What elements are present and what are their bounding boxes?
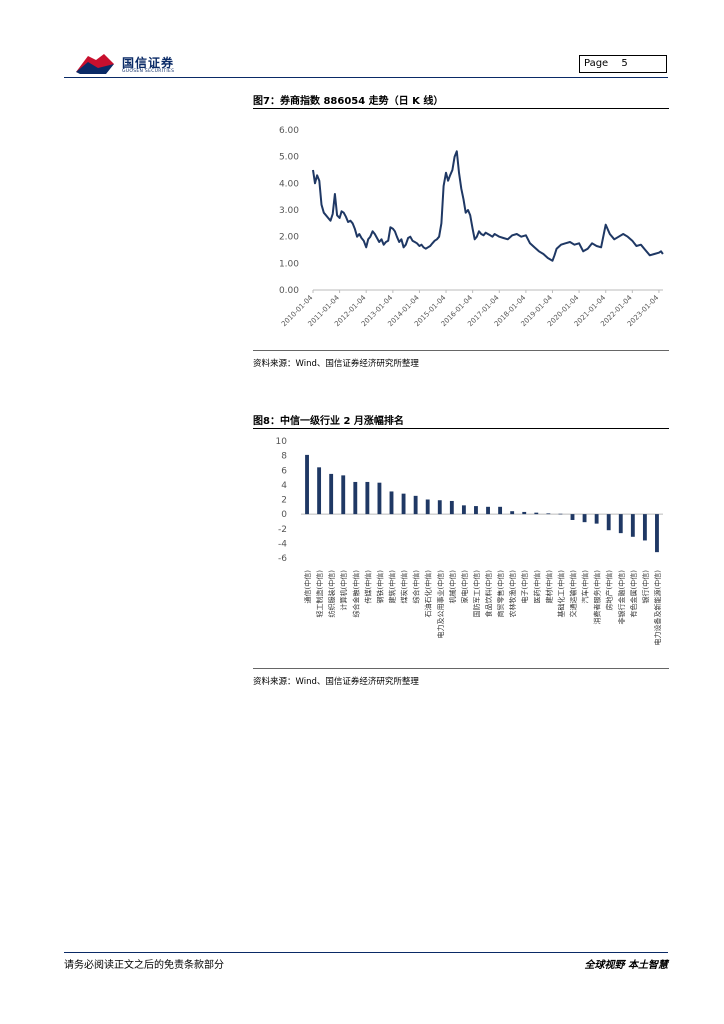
category-label: 纺织服装(中信) xyxy=(327,570,336,618)
fig7-top-rule xyxy=(253,108,669,109)
bar xyxy=(618,514,623,534)
fig7-line-chart: 6.005.004.003.002.001.000.002010-01-0420… xyxy=(279,126,664,328)
page-number: 5 xyxy=(621,58,628,69)
bar xyxy=(305,454,309,515)
category-label: 商贸零售(中信) xyxy=(496,570,505,618)
fig8-source: 资料来源：Wind、国信证券经济研究所整理 xyxy=(253,677,419,687)
bar xyxy=(341,475,346,515)
fig8-title: 图8：中信一级行业 2 月涨幅排名 xyxy=(253,416,404,427)
category-label: 电力设备及新能源(中信) xyxy=(653,570,662,646)
bar xyxy=(486,506,490,515)
y-tick-label: -6 xyxy=(278,554,287,564)
category-label: 钢铁(中信) xyxy=(375,570,384,604)
category-label: 非银行金融(中信) xyxy=(617,570,626,625)
category-label: 国防军工(中信) xyxy=(472,570,481,618)
bar xyxy=(474,506,478,515)
category-label: 综合金融(中信) xyxy=(351,570,360,618)
category-label: 家电(中信) xyxy=(460,570,469,604)
fig8-bar-chart: 10 8 6 4 2 0 -2 -4 -6 通信(中信) 轻工制造(中信) 纺织服装(中信) 计算机(中… xyxy=(276,437,663,646)
category-label: 建材(中信) xyxy=(544,570,553,604)
bar xyxy=(353,481,358,515)
category-label: 传媒(中信) xyxy=(363,570,372,604)
category-label: 医药(中信) xyxy=(532,570,541,604)
category-label: 建筑(中信) xyxy=(388,570,397,604)
category-label: 交通运输(中信) xyxy=(569,570,578,618)
bar xyxy=(510,511,515,515)
category-label: 农林牧渔(中信) xyxy=(508,570,517,618)
category-label: 电力及公用事业(中信) xyxy=(436,570,445,639)
index-line-series xyxy=(312,150,664,262)
bar xyxy=(630,514,635,537)
y-tick-label: -2 xyxy=(278,525,287,535)
y-tick-label: 0 xyxy=(281,510,287,520)
category-label: 食品饮料(中信) xyxy=(484,570,493,618)
bar xyxy=(389,491,394,515)
y-tick-label: 4.00 xyxy=(279,179,299,189)
footer-rule xyxy=(64,952,668,953)
category-label: 石油石化(中信) xyxy=(424,570,433,618)
bar xyxy=(642,514,647,541)
y-tick-label: 8 xyxy=(281,452,287,462)
y-tick-label: 3.00 xyxy=(279,206,299,216)
category-label: 有色金属(中信) xyxy=(629,570,638,618)
header-rule xyxy=(64,77,668,78)
bar xyxy=(449,500,454,515)
brand-name-cn: 国信证券 xyxy=(122,56,175,70)
bar xyxy=(377,482,382,515)
y-tick-label: -4 xyxy=(278,539,287,549)
y-tick-label: 1.00 xyxy=(279,259,299,269)
bar xyxy=(558,513,563,515)
bar xyxy=(522,511,527,515)
bar xyxy=(594,514,599,524)
bar xyxy=(606,514,611,531)
y-tick-label: 0.00 xyxy=(279,286,299,296)
category-label: 煤炭(中信) xyxy=(400,570,409,604)
bar xyxy=(425,499,430,515)
category-label: 综合(中信) xyxy=(412,570,421,604)
bar xyxy=(413,495,418,515)
fig8-bottom-rule xyxy=(253,668,669,669)
category-label: 计算机(中信) xyxy=(339,570,348,611)
bar xyxy=(317,467,322,515)
fig7-source: 资料来源：Wind、国信证券经济研究所整理 xyxy=(253,359,419,369)
fig8-top-rule xyxy=(253,428,669,429)
fig7-bottom-rule xyxy=(253,350,669,351)
category-label: 机械(中信) xyxy=(448,570,457,604)
category-label: 通信(中信) xyxy=(303,570,312,604)
brand-name-en: GUOSEN SECURITIES xyxy=(122,69,175,74)
fig7-title: 图7：券商指数 886054 走势（日 K 线） xyxy=(253,96,444,107)
category-label: 汽车(中信) xyxy=(581,570,590,604)
y-tick-label: 2.00 xyxy=(279,233,299,243)
bar xyxy=(570,514,575,520)
bar xyxy=(655,514,659,553)
category-label: 电子(中信) xyxy=(520,570,529,604)
category-label: 轻工制造(中信) xyxy=(315,570,324,618)
bar xyxy=(498,506,503,515)
y-tick-label: 6.00 xyxy=(279,126,299,136)
bar xyxy=(546,513,551,515)
y-tick-label: 2 xyxy=(281,496,287,506)
footer-disclaimer: 请务必阅读正文之后的免责条款部分 xyxy=(64,960,224,971)
bar xyxy=(365,481,370,515)
footer-slogan: 全球视野 本土智慧 xyxy=(584,960,668,971)
bar xyxy=(582,514,587,523)
guosen-logo xyxy=(76,54,114,74)
category-label: 房地产(中信) xyxy=(605,570,614,611)
bar xyxy=(437,500,442,515)
category-label: 消费者服务(中信) xyxy=(593,570,602,625)
bar xyxy=(461,505,466,515)
page-indicator: Page 5 xyxy=(579,55,667,73)
bar xyxy=(534,512,539,515)
page-label: Page xyxy=(584,58,609,69)
y-tick-label: 4 xyxy=(281,481,287,491)
y-tick-label: 5.00 xyxy=(279,153,299,163)
bar xyxy=(329,473,334,515)
category-label: 基础化工(中信) xyxy=(556,570,565,618)
category-label: 银行(中信) xyxy=(641,570,650,604)
bar xyxy=(401,493,406,515)
y-tick-label: 6 xyxy=(281,466,287,476)
y-tick-label: 10 xyxy=(276,437,288,447)
